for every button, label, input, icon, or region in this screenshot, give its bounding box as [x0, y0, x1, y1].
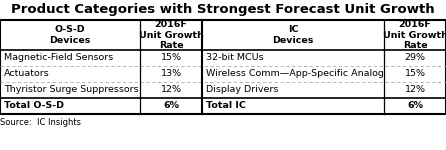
- Text: 32-bit MCUs: 32-bit MCUs: [206, 54, 264, 63]
- Text: 13%: 13%: [161, 69, 182, 78]
- Text: Display Drivers: Display Drivers: [206, 85, 278, 94]
- Text: 12%: 12%: [405, 85, 425, 94]
- Text: 6%: 6%: [163, 102, 179, 111]
- Bar: [0, 20, 446, 114]
- Text: O-S-D
Devices: O-S-D Devices: [50, 25, 91, 45]
- Text: 15%: 15%: [161, 54, 182, 63]
- Text: Magnetic-Field Sensors: Magnetic-Field Sensors: [4, 54, 113, 63]
- Text: 2016F
Unit Growth
Rate: 2016F Unit Growth Rate: [139, 20, 203, 50]
- Text: Total O-S-D: Total O-S-D: [4, 102, 64, 111]
- Text: IC
Devices: IC Devices: [273, 25, 314, 45]
- Text: Wireless Comm—App-Specific Analog: Wireless Comm—App-Specific Analog: [206, 69, 384, 78]
- Text: Thyristor Surge Suppressors: Thyristor Surge Suppressors: [4, 85, 139, 94]
- Text: 15%: 15%: [405, 69, 425, 78]
- Text: 2016F
Unit Growth
Rate: 2016F Unit Growth Rate: [383, 20, 446, 50]
- Text: Product Categories with Strongest Forecast Unit Growth: Product Categories with Strongest Foreca…: [11, 3, 435, 16]
- Text: 12%: 12%: [161, 85, 182, 94]
- Text: Source:  IC Insights: Source: IC Insights: [0, 118, 81, 127]
- Text: 29%: 29%: [405, 54, 425, 63]
- Text: Actuators: Actuators: [4, 69, 50, 78]
- Text: Total IC: Total IC: [206, 102, 246, 111]
- Text: 6%: 6%: [407, 102, 423, 111]
